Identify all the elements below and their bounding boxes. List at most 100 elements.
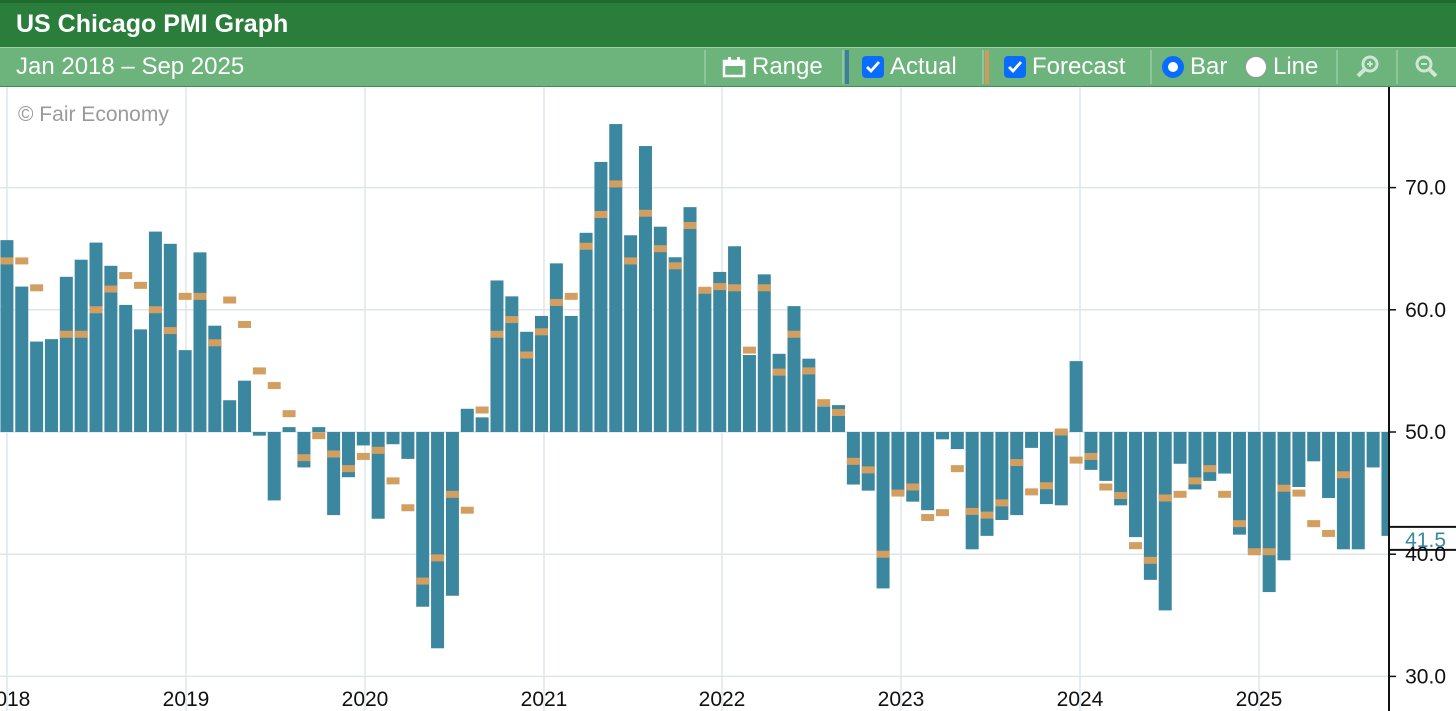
forecast-marker[interactable] [549, 298, 563, 306]
forecast-marker[interactable] [935, 509, 949, 517]
forecast-marker[interactable] [638, 209, 652, 217]
forecast-marker[interactable] [1322, 529, 1336, 537]
actual-bar[interactable] [312, 427, 326, 432]
actual-bar[interactable] [119, 304, 133, 432]
forecast-marker[interactable] [624, 257, 638, 265]
actual-bar[interactable] [817, 406, 831, 432]
forecast-marker[interactable] [0, 257, 14, 265]
actual-bar[interactable] [802, 358, 816, 432]
actual-bar[interactable] [520, 331, 534, 432]
forecast-marker[interactable] [178, 292, 192, 300]
forecast-marker[interactable] [148, 306, 162, 314]
actual-bar[interactable] [490, 280, 504, 432]
actual-bar[interactable] [356, 432, 370, 446]
actual-bar[interactable] [282, 427, 296, 432]
forecast-marker[interactable] [728, 284, 742, 292]
forecast-marker[interactable] [193, 292, 207, 300]
forecast-marker[interactable] [505, 316, 519, 324]
actual-bar[interactable] [728, 246, 742, 432]
forecast-marker[interactable] [431, 554, 445, 562]
forecast-marker[interactable] [995, 499, 1009, 507]
forecast-marker[interactable] [1039, 482, 1053, 490]
forecast-marker[interactable] [772, 368, 786, 376]
forecast-marker[interactable] [134, 281, 148, 289]
forecast-marker[interactable] [104, 285, 118, 293]
forecast-marker[interactable] [832, 408, 846, 416]
actual-bar[interactable] [698, 287, 712, 432]
actual-bar[interactable] [861, 432, 875, 491]
actual-bar[interactable] [59, 276, 73, 432]
actual-bar[interactable] [1351, 432, 1365, 550]
forecast-marker[interactable] [460, 506, 474, 514]
forecast-marker[interactable] [1054, 428, 1068, 436]
forecast-marker[interactable] [579, 242, 593, 250]
actual-bar[interactable] [935, 432, 949, 440]
forecast-marker[interactable] [297, 454, 311, 462]
actual-bar[interactable] [1203, 432, 1217, 481]
forecast-marker[interactable] [1232, 520, 1246, 528]
actual-bar[interactable] [579, 232, 593, 432]
actual-bar[interactable] [460, 408, 474, 432]
actual-toggle[interactable]: Actual [862, 48, 957, 86]
forecast-marker[interactable] [535, 328, 549, 336]
actual-bar[interactable] [1366, 432, 1380, 468]
forecast-marker[interactable] [327, 450, 341, 458]
forecast-marker[interactable] [1114, 492, 1128, 500]
actual-bar[interactable] [668, 257, 682, 432]
forecast-marker[interactable] [1336, 471, 1350, 479]
actual-bar[interactable] [1025, 432, 1039, 448]
forecast-marker[interactable] [965, 507, 979, 515]
actual-bar[interactable] [549, 263, 563, 432]
forecast-toggle[interactable]: Forecast [1004, 48, 1125, 86]
forecast-marker[interactable] [341, 465, 355, 473]
forecast-marker[interactable] [520, 351, 534, 359]
forecast-marker[interactable] [312, 432, 326, 440]
actual-bar[interactable] [193, 252, 207, 432]
actual-bar[interactable] [163, 243, 177, 432]
actual-bar[interactable] [1188, 432, 1202, 490]
actual-bar[interactable] [148, 231, 162, 432]
forecast-marker[interactable] [1158, 494, 1172, 502]
forecast-marker[interactable] [30, 284, 44, 292]
actual-bar[interactable] [1143, 432, 1157, 580]
forecast-marker[interactable] [698, 286, 712, 294]
forecast-marker[interactable] [371, 446, 385, 454]
forecast-marker[interactable] [1262, 548, 1276, 556]
actual-bar[interactable] [401, 432, 415, 459]
actual-bar[interactable] [1054, 432, 1068, 506]
actual-bar[interactable] [1158, 432, 1172, 611]
forecast-marker[interactable] [653, 245, 667, 253]
forecast-marker[interactable] [1010, 459, 1024, 467]
forecast-marker[interactable] [846, 457, 860, 465]
forecast-marker[interactable] [445, 490, 459, 498]
forecast-marker[interactable] [817, 399, 831, 407]
forecast-marker[interactable] [594, 210, 608, 218]
forecast-marker[interactable] [1143, 556, 1157, 564]
forecast-marker[interactable] [713, 283, 727, 291]
actual-bar[interactable] [15, 286, 29, 432]
actual-bar[interactable] [1292, 432, 1306, 487]
actual-bar[interactable] [44, 339, 58, 432]
actual-bar[interactable] [787, 306, 801, 432]
forecast-marker[interactable] [950, 465, 964, 473]
actual-bar[interactable] [89, 242, 103, 432]
forecast-marker[interactable] [906, 483, 920, 491]
actual-bar[interactable] [267, 432, 281, 501]
forecast-marker[interactable] [564, 292, 578, 300]
actual-bar[interactable] [1247, 432, 1261, 552]
forecast-marker[interactable] [742, 346, 756, 354]
actual-bar[interactable] [223, 400, 237, 432]
forecast-marker[interactable] [386, 477, 400, 485]
forecast-marker[interactable] [267, 382, 281, 390]
line-mode-option[interactable]: Line [1245, 48, 1318, 86]
forecast-marker[interactable] [416, 577, 430, 585]
actual-bar[interactable] [564, 315, 578, 432]
actual-bar[interactable] [505, 296, 519, 432]
forecast-marker[interactable] [1129, 542, 1143, 550]
forecast-marker[interactable] [757, 284, 771, 292]
actual-bar[interactable] [1084, 432, 1098, 470]
actual-bar[interactable] [297, 432, 311, 468]
actual-bar[interactable] [238, 380, 252, 432]
actual-bar[interactable] [683, 207, 697, 432]
actual-bar[interactable] [134, 329, 148, 432]
